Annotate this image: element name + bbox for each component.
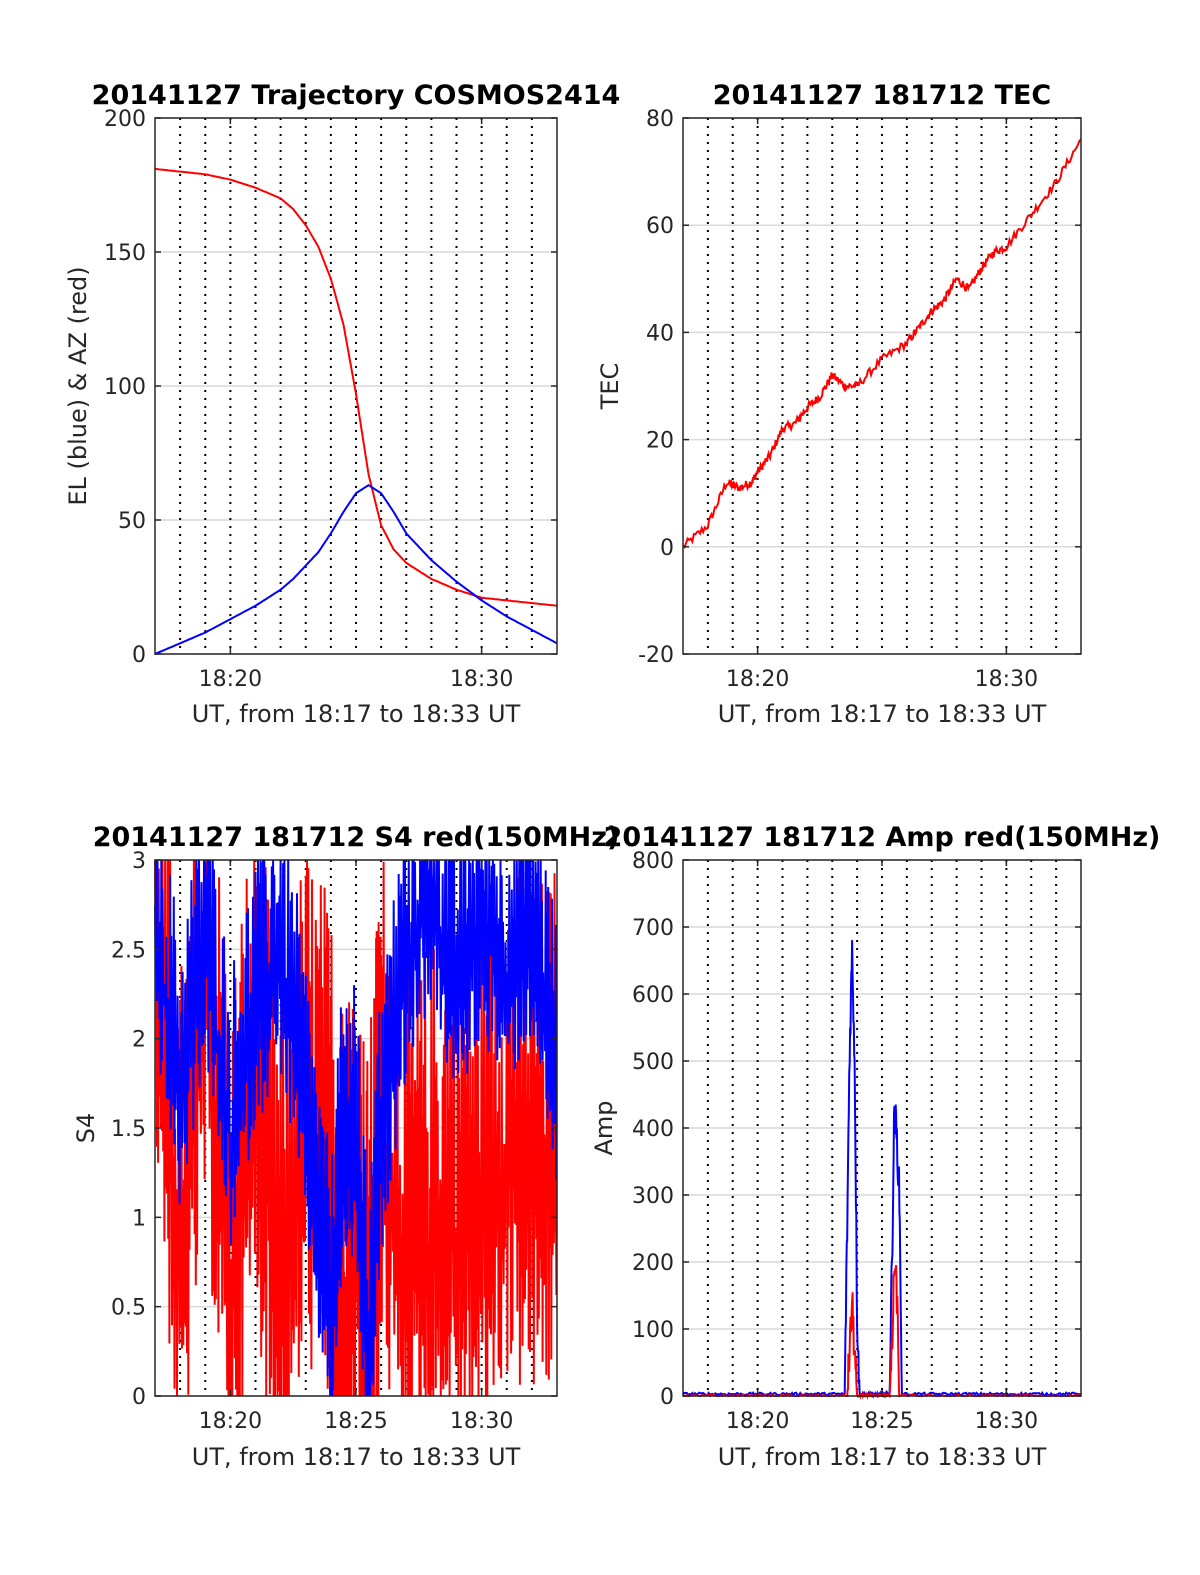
- y-tick-label: 2.5: [111, 938, 146, 963]
- y-tick-label: 40: [646, 321, 674, 346]
- series-line: [154, 167, 558, 607]
- y-tick-label: 200: [104, 107, 146, 132]
- y-tick-labels: -20 0 20 40 60 80: [638, 107, 674, 668]
- trajectory-panel: 0 50 100 150 200 18:20 18:30 20141127 Traject…: [64, 80, 620, 728]
- y-tick-label: 3: [132, 849, 146, 874]
- y-tick-label: 100: [632, 1318, 674, 1343]
- y-tick-label: 0: [132, 643, 146, 668]
- axes-frame: [154, 859, 558, 1397]
- series-layer: [154, 167, 558, 655]
- grid-layer: [683, 117, 1081, 655]
- tec-panel: -20 0 20 40 60 80 18:20 18:30 20141127 181712 …: [596, 80, 1082, 728]
- y-tick-labels: 0 100 200 300 400 500 600 700 800: [632, 849, 674, 1410]
- chart-title: 20141127 181712 Amp red(150MHz): [604, 822, 1161, 853]
- y-tick-label: 1: [132, 1206, 146, 1231]
- y-tick-label: 0: [660, 1385, 674, 1410]
- y-tick-label: 60: [646, 214, 674, 239]
- y-axis-label: Amp: [590, 1100, 618, 1155]
- amp-panel: 0 100 200 300 400 500 600 700 800 18:20 18:25 18:3…: [590, 822, 1160, 1471]
- x-tick-label: 18:30: [450, 667, 513, 692]
- y-tick-label: 800: [632, 849, 674, 874]
- axes-frame: [682, 859, 1082, 1397]
- y-tick-label: 1.5: [111, 1117, 146, 1142]
- x-tick-label: 18:20: [199, 667, 262, 692]
- series-layer: [154, 859, 558, 1397]
- y-tick-label: 0: [660, 536, 674, 561]
- chart-title: 20141127 Trajectory COSMOS2414: [92, 80, 621, 111]
- axes-frame: [682, 117, 1082, 655]
- y-tick-label: 2: [132, 1028, 146, 1053]
- series-line: [154, 859, 558, 1397]
- x-tick-labels: 18:20 18:30: [199, 667, 514, 692]
- y-tick-label: 200: [632, 1251, 674, 1276]
- x-tick-label: 18:20: [199, 1409, 262, 1434]
- x-tick-label: 18:30: [975, 667, 1038, 692]
- y-tick-label: 500: [632, 1050, 674, 1075]
- y-tick-label: 100: [104, 375, 146, 400]
- x-tick-label: 18:25: [850, 1409, 913, 1434]
- x-tick-label: 18:20: [726, 667, 789, 692]
- axes-box: [682, 117, 1082, 655]
- x-axis-label: UT, from 18:17 to 18:33 UT: [718, 700, 1047, 728]
- y-tick-label: 400: [632, 1117, 674, 1142]
- series-layer: [682, 138, 1082, 549]
- y-tick-label: -20: [638, 643, 674, 668]
- grid-layer: [683, 859, 1081, 1397]
- x-axis-label: UT, from 18:17 to 18:33 UT: [718, 1443, 1047, 1471]
- x-tick-label: 18:30: [975, 1409, 1038, 1434]
- y-tick-label: 300: [632, 1184, 674, 1209]
- y-axis-label: EL (blue) & AZ (red): [64, 266, 92, 505]
- s4-panel: 0 0.5 1 1.5 2 2.5 3 18:20 18:25 18:30 20141127 1…: [72, 822, 619, 1471]
- y-tick-label: 50: [118, 509, 146, 534]
- chart-title: 20141127 181712 TEC: [713, 80, 1052, 111]
- series-line: [154, 484, 558, 655]
- y-tick-label: 0.5: [111, 1296, 146, 1321]
- y-tick-labels: 0 50 100 150 200: [104, 107, 146, 668]
- y-tick-label: 0: [132, 1385, 146, 1410]
- x-axis-label: UT, from 18:17 to 18:33 UT: [192, 700, 521, 728]
- x-axis-label: UT, from 18:17 to 18:33 UT: [192, 1443, 521, 1471]
- y-tick-labels: 0 0.5 1 1.5 2 2.5 3: [111, 849, 146, 1410]
- y-tick-label: 600: [632, 983, 674, 1008]
- y-tick-label: 80: [646, 107, 674, 132]
- y-tick-label: 700: [632, 916, 674, 941]
- grid-layer: [155, 117, 557, 655]
- y-tick-label: 150: [104, 241, 146, 266]
- y-axis-label: TEC: [596, 363, 624, 411]
- x-tick-labels: 18:20 18:25 18:30: [726, 1409, 1038, 1434]
- y-axis-label: S4: [72, 1113, 100, 1144]
- chart-title: 20141127 181712 S4 red(150MHz): [93, 822, 620, 853]
- x-tick-label: 18:30: [450, 1409, 513, 1434]
- x-tick-label: 18:20: [726, 1409, 789, 1434]
- y-tick-label: 20: [646, 429, 674, 454]
- x-tick-labels: 18:20 18:25 18:30: [199, 1409, 514, 1434]
- series-line: [682, 138, 1082, 549]
- x-tick-label: 18:25: [324, 1409, 387, 1434]
- axes-frame: [154, 117, 558, 655]
- x-tick-labels: 18:20 18:30: [726, 667, 1038, 692]
